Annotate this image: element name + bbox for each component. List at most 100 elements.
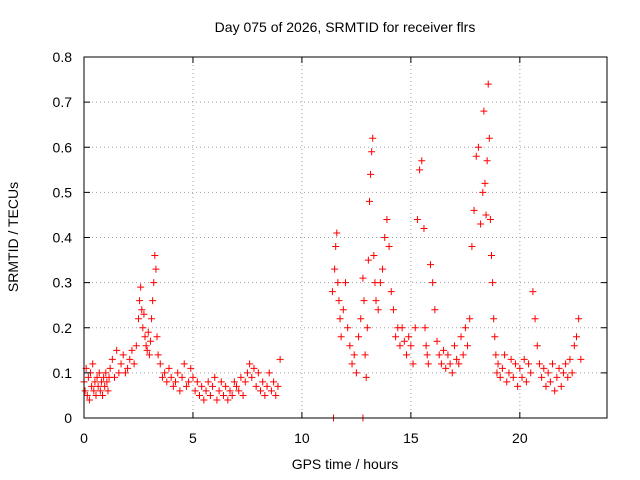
data-point	[265, 369, 273, 377]
data-point	[422, 342, 430, 350]
data-point	[433, 337, 441, 345]
data-point	[254, 369, 262, 377]
y-tick-label: 0	[64, 410, 72, 426]
data-point	[85, 396, 93, 404]
data-point	[158, 373, 166, 381]
data-point	[481, 179, 489, 187]
data-point	[163, 378, 171, 386]
data-point	[144, 328, 152, 336]
data-point	[257, 387, 265, 395]
data-point	[418, 157, 426, 165]
data-point	[215, 387, 223, 395]
data-point	[392, 333, 400, 341]
data-point	[233, 382, 241, 390]
data-point	[482, 211, 490, 219]
data-point	[92, 391, 100, 399]
data-point	[99, 391, 107, 399]
data-point	[370, 252, 378, 260]
data-point	[498, 364, 506, 372]
data-point	[89, 360, 97, 368]
data-point	[156, 360, 164, 368]
data-point	[121, 369, 129, 377]
data-point	[93, 373, 101, 381]
data-point	[396, 342, 404, 350]
data-point	[544, 369, 552, 377]
data-point	[374, 306, 382, 314]
tick-labels: 0 5 10 15 20 0 0.1 0.2 0.3 0.4 0.5 0.6 0.7 0.8	[53, 49, 528, 446]
data-point	[91, 378, 99, 386]
data-point	[191, 387, 199, 395]
data-point	[328, 288, 336, 296]
data-point	[248, 373, 256, 381]
data-point	[553, 373, 561, 381]
data-point	[423, 351, 431, 359]
data-point	[421, 324, 429, 332]
data-point	[440, 346, 448, 354]
data-point	[453, 355, 461, 363]
x-tick-label: 5	[189, 430, 197, 446]
data-point	[96, 387, 104, 395]
data-point	[336, 315, 344, 323]
data-point	[549, 360, 557, 368]
data-point	[335, 297, 343, 305]
x-tick-label: 10	[294, 430, 310, 446]
data-point	[331, 265, 339, 273]
data-point	[239, 391, 247, 399]
y-tick-label: 0.2	[53, 320, 73, 336]
data-point	[103, 378, 111, 386]
data-point	[538, 373, 546, 381]
data-point	[360, 297, 368, 305]
data-point	[101, 382, 109, 390]
data-point	[514, 382, 522, 390]
y-tick-label: 0.5	[53, 184, 73, 200]
data-point	[484, 80, 492, 88]
data-point	[461, 324, 469, 332]
data-point	[464, 342, 472, 350]
data-point	[174, 369, 182, 377]
data-point	[416, 166, 424, 174]
data-point	[270, 378, 278, 386]
data-point	[472, 152, 480, 160]
data-point	[117, 360, 125, 368]
data-point	[261, 391, 269, 399]
data-point	[153, 333, 161, 341]
data-point	[150, 279, 158, 287]
data-point	[88, 382, 96, 390]
x-axis-label: GPS time / hours	[292, 456, 399, 472]
data-point	[400, 337, 408, 345]
data-point	[134, 315, 142, 323]
data-point	[161, 369, 169, 377]
data-point	[431, 306, 439, 314]
data-point	[577, 355, 585, 363]
data-point	[83, 391, 91, 399]
data-point	[551, 387, 559, 395]
data-point	[420, 224, 428, 232]
data-point	[84, 373, 92, 381]
data-point	[102, 369, 110, 377]
data-point	[126, 355, 134, 363]
data-point	[385, 243, 393, 251]
data-point	[491, 333, 499, 341]
data-point	[368, 148, 376, 156]
data-point	[525, 360, 533, 368]
data-point	[172, 378, 180, 386]
data-point	[511, 360, 519, 368]
data-point	[115, 369, 123, 377]
data-point	[387, 288, 395, 296]
data-point	[136, 297, 144, 305]
data-point	[165, 364, 173, 372]
data-point	[566, 355, 574, 363]
data-point	[557, 382, 565, 390]
data-point	[267, 387, 275, 395]
data-point	[189, 373, 197, 381]
data-point	[437, 360, 445, 368]
data-point	[333, 229, 341, 237]
data-point	[363, 324, 371, 332]
data-point	[124, 364, 132, 372]
data-point	[572, 333, 580, 341]
data-point	[483, 157, 491, 165]
data-point	[222, 382, 230, 390]
data-point	[357, 315, 365, 323]
data-point	[182, 382, 190, 390]
